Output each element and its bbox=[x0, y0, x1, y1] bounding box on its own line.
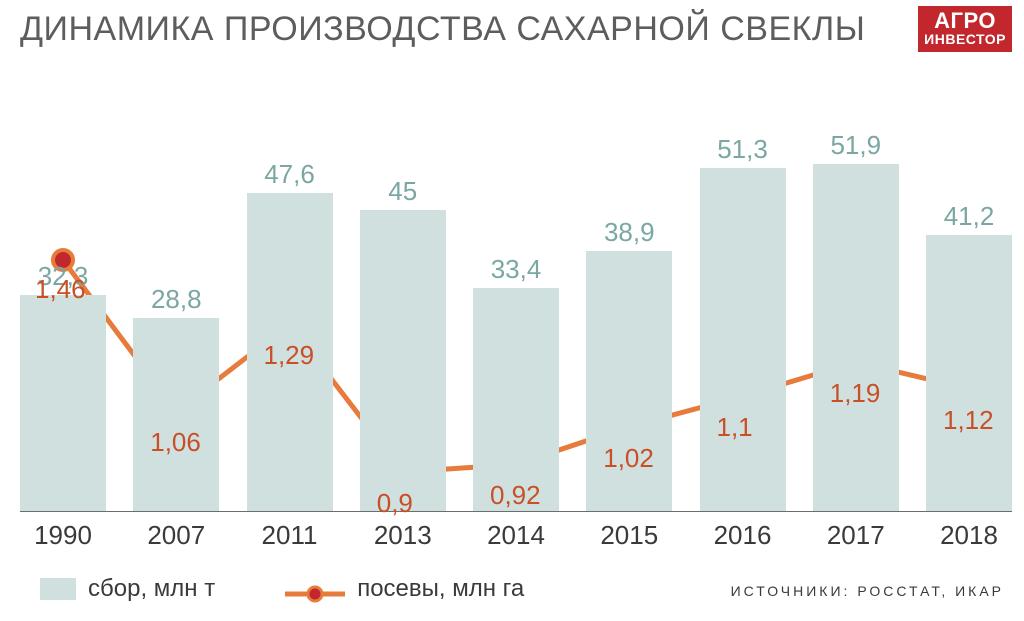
x-axis-label: 2018 bbox=[912, 520, 1024, 551]
bar-value-label: 28,8 bbox=[123, 284, 229, 315]
bar bbox=[133, 318, 219, 511]
x-axis-label: 2013 bbox=[346, 520, 460, 551]
x-axis-label: 2015 bbox=[572, 520, 686, 551]
legend-item-line: посевы, млн га bbox=[285, 575, 524, 603]
x-axis-label: 2007 bbox=[119, 520, 233, 551]
bar-value-label: 47,6 bbox=[237, 159, 343, 190]
bar-value-label: 41,2 bbox=[916, 201, 1022, 232]
sources: ИСТОЧНИКИ: РОССТАТ, ИКАР bbox=[731, 583, 1004, 599]
bar-value-label: 38,9 bbox=[576, 217, 682, 248]
line-value-label: 1,19 bbox=[830, 378, 881, 409]
bar-value-label: 51,3 bbox=[690, 134, 796, 165]
line-value-label: 1,06 bbox=[150, 427, 201, 458]
x-axis-label: 2017 bbox=[799, 520, 913, 551]
line-value-label: 0,92 bbox=[490, 480, 541, 511]
line-value-label: 1,02 bbox=[603, 443, 654, 474]
line-value-label: 0,9 bbox=[377, 488, 413, 519]
bar bbox=[20, 295, 106, 511]
logo-line2: ИНВЕСТОР bbox=[924, 32, 1006, 46]
bar-value-label: 33,4 bbox=[463, 254, 569, 285]
bar-value-label: 45 bbox=[350, 176, 456, 207]
legend-label-line: посевы, млн га bbox=[357, 575, 524, 603]
x-axis-label: 2014 bbox=[459, 520, 573, 551]
sources-text: РОССТАТ, ИКАР bbox=[857, 583, 1004, 599]
bar bbox=[360, 210, 446, 511]
bar bbox=[473, 288, 559, 511]
legend: сбор, млн т посевы, млн га bbox=[40, 575, 524, 603]
chart-title-text: ДИНАМИКА ПРОИЗВОДСТВА САХАРНОЙ СВЕКЛЫ bbox=[20, 10, 865, 48]
line-value-label: 1,29 bbox=[264, 340, 315, 371]
x-axis-label: 1990 bbox=[6, 520, 120, 551]
line-value-label: 1,12 bbox=[943, 405, 994, 436]
logo-line1: АГРО bbox=[924, 10, 1006, 32]
line-value-label: 1,1 bbox=[717, 412, 753, 443]
sources-prefix: ИСТОЧНИКИ: bbox=[731, 583, 851, 599]
bar bbox=[700, 168, 786, 511]
bar-value-label: 51,9 bbox=[803, 130, 909, 161]
x-axis-label: 2011 bbox=[233, 520, 347, 551]
x-axis-label: 2016 bbox=[686, 520, 800, 551]
chart-plot-area: 32,3199028,8200747,6201145201333,4201438… bbox=[20, 112, 1012, 512]
legend-swatch-line bbox=[285, 581, 345, 597]
legend-item-bar: сбор, млн т bbox=[40, 575, 215, 603]
line-value-label: 1,46 bbox=[35, 274, 86, 305]
bar bbox=[813, 164, 899, 511]
publisher-logo: АГРО ИНВЕСТОР bbox=[918, 6, 1012, 52]
bar bbox=[926, 235, 1012, 511]
legend-swatch-bar bbox=[40, 578, 76, 600]
legend-label-bar: сбор, млн т bbox=[88, 575, 215, 603]
chart-title: ДИНАМИКА ПРОИЗВОДСТВА САХАРНОЙ СВЕКЛЫ bbox=[20, 12, 865, 48]
